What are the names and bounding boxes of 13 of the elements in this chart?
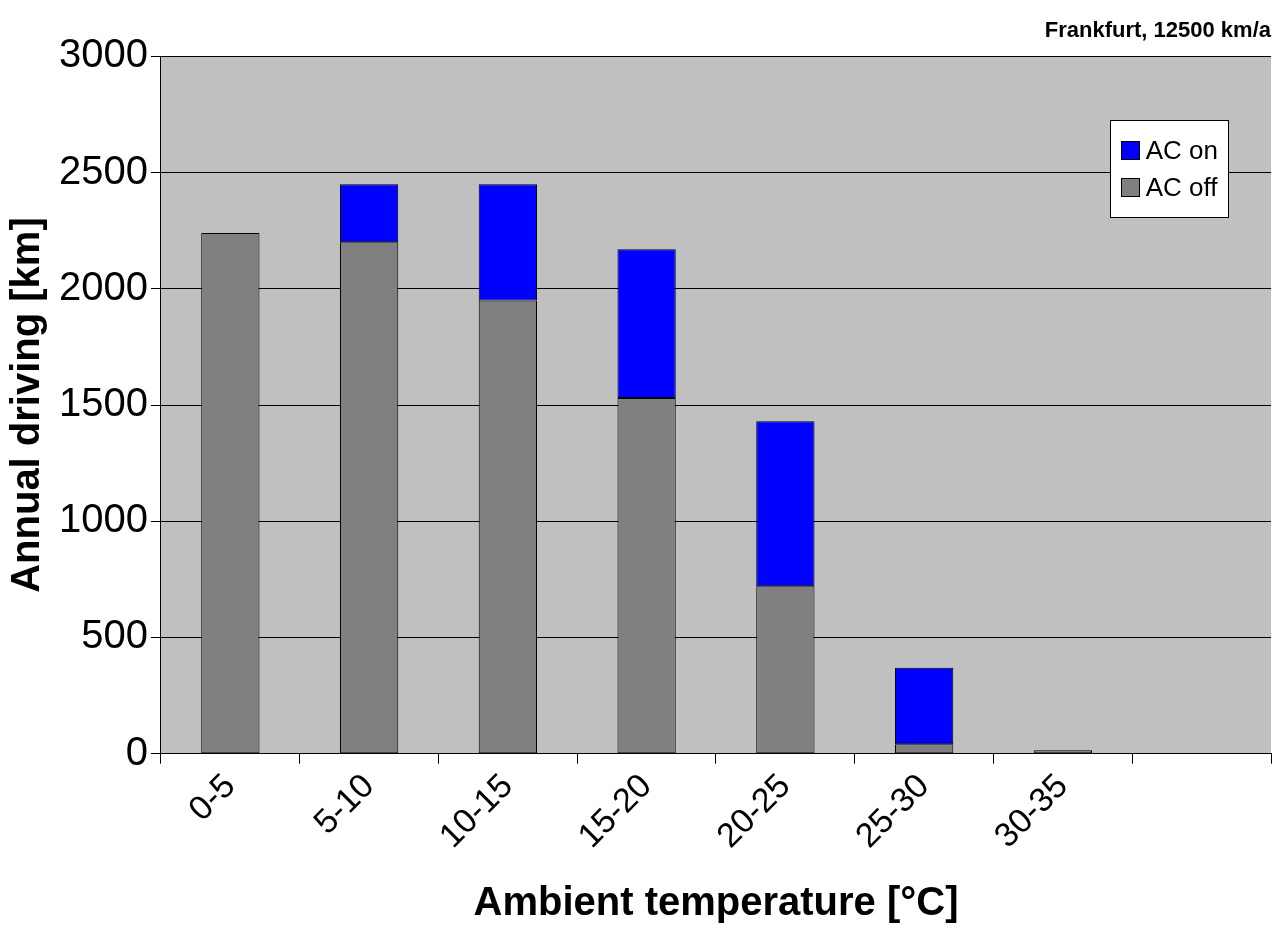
y-tick-label: 2500 bbox=[59, 147, 148, 192]
y-tick-label: 2000 bbox=[59, 263, 148, 308]
chart-title: Frankfurt, 12500 km/a bbox=[1044, 17, 1272, 43]
y-tick-label: 1500 bbox=[59, 380, 148, 425]
y-tick-label: 0 bbox=[125, 728, 148, 773]
legend-label: AC off bbox=[1145, 172, 1218, 203]
x-tick-label: 0-5 bbox=[180, 765, 242, 828]
legend-label: AC on bbox=[1145, 135, 1218, 166]
y-tick-label: 3000 bbox=[59, 31, 148, 76]
y-axis-title: Annual driving [km] bbox=[3, 217, 48, 593]
x-axis-title: Ambient temperature [°C] bbox=[473, 879, 959, 924]
y-tick-label: 1000 bbox=[59, 496, 148, 541]
y-tick-label: 500 bbox=[81, 612, 148, 657]
